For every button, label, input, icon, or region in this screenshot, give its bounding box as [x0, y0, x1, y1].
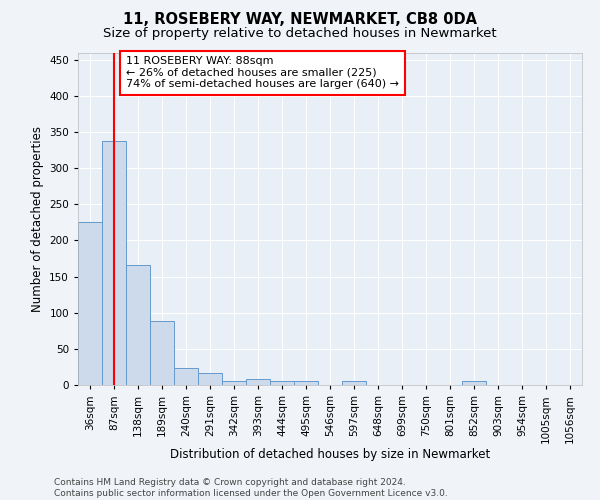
Text: 11, ROSEBERY WAY, NEWMARKET, CB8 0DA: 11, ROSEBERY WAY, NEWMARKET, CB8 0DA [123, 12, 477, 28]
Bar [222, 380, 246, 385]
Bar [462, 382, 486, 385]
Text: Size of property relative to detached houses in Newmarket: Size of property relative to detached ho… [103, 28, 497, 40]
Bar [246, 379, 270, 385]
Bar [174, 368, 198, 385]
Bar [270, 382, 294, 385]
Bar [294, 382, 318, 385]
Bar [342, 382, 366, 385]
Text: Contains HM Land Registry data © Crown copyright and database right 2024.
Contai: Contains HM Land Registry data © Crown c… [54, 478, 448, 498]
Text: 11 ROSEBERY WAY: 88sqm
← 26% of detached houses are smaller (225)
74% of semi-de: 11 ROSEBERY WAY: 88sqm ← 26% of detached… [126, 56, 399, 90]
Y-axis label: Number of detached properties: Number of detached properties [31, 126, 44, 312]
Bar [102, 142, 126, 385]
X-axis label: Distribution of detached houses by size in Newmarket: Distribution of detached houses by size … [170, 448, 490, 461]
Bar [126, 265, 150, 385]
Bar [78, 222, 102, 385]
Bar [198, 372, 222, 385]
Bar [150, 320, 174, 385]
